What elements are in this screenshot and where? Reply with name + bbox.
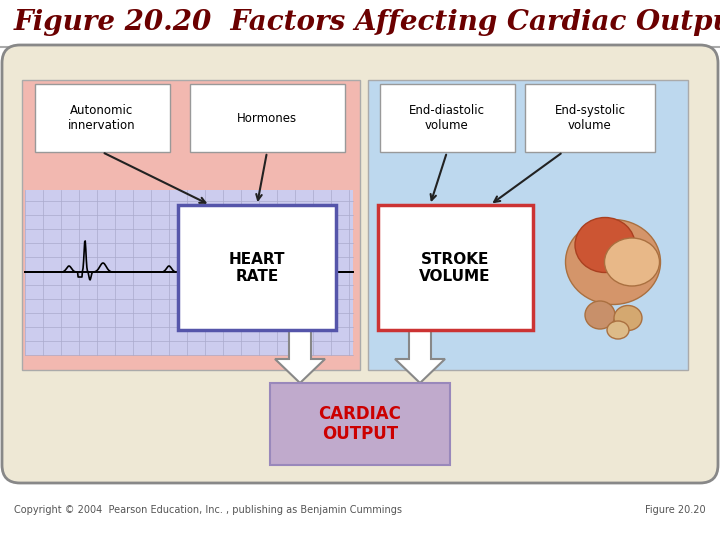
Ellipse shape <box>565 219 660 305</box>
FancyBboxPatch shape <box>35 84 170 152</box>
Text: Copyright © 2004  Pearson Education, Inc. , publishing as Benjamin Cummings: Copyright © 2004 Pearson Education, Inc.… <box>14 505 402 515</box>
Ellipse shape <box>575 218 635 273</box>
Text: STROKE
VOLUME: STROKE VOLUME <box>419 252 491 284</box>
Ellipse shape <box>585 301 615 329</box>
Text: Figure 20.20  Factors Affecting Cardiac Output: Figure 20.20 Factors Affecting Cardiac O… <box>14 10 720 37</box>
FancyBboxPatch shape <box>378 205 533 330</box>
FancyBboxPatch shape <box>22 80 360 370</box>
Text: Hormones: Hormones <box>237 111 297 125</box>
FancyBboxPatch shape <box>380 84 515 152</box>
FancyBboxPatch shape <box>525 84 655 152</box>
FancyBboxPatch shape <box>368 80 688 370</box>
FancyBboxPatch shape <box>270 383 450 465</box>
Ellipse shape <box>607 321 629 339</box>
FancyBboxPatch shape <box>0 0 720 45</box>
FancyBboxPatch shape <box>178 205 336 330</box>
Text: Autonomic
innervation: Autonomic innervation <box>68 104 136 132</box>
FancyBboxPatch shape <box>25 190 353 355</box>
Text: CARDIAC
OUTPUT: CARDIAC OUTPUT <box>318 404 402 443</box>
Polygon shape <box>275 330 325 383</box>
Polygon shape <box>395 330 445 383</box>
FancyBboxPatch shape <box>190 84 345 152</box>
Ellipse shape <box>614 306 642 330</box>
Text: Figure 20.20: Figure 20.20 <box>645 505 706 515</box>
FancyBboxPatch shape <box>2 45 718 483</box>
Text: End-diastolic
volume: End-diastolic volume <box>409 104 485 132</box>
Ellipse shape <box>605 238 660 286</box>
Text: End-systolic
volume: End-systolic volume <box>554 104 626 132</box>
Text: HEART
RATE: HEART RATE <box>229 252 285 284</box>
